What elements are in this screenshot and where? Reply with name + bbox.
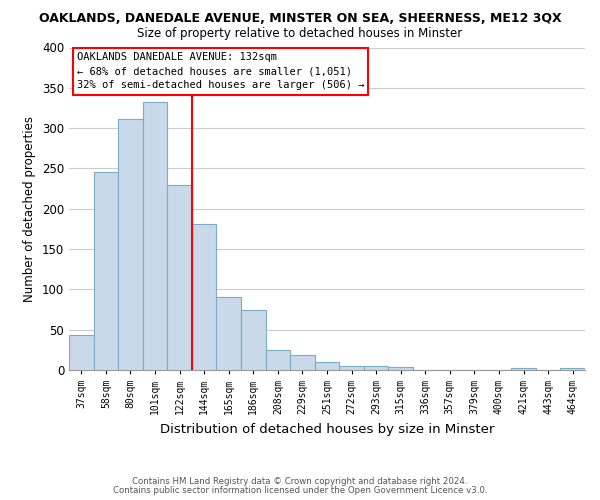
Text: Contains HM Land Registry data © Crown copyright and database right 2024.: Contains HM Land Registry data © Crown c…: [132, 477, 468, 486]
Bar: [241, 310, 266, 370]
Bar: [143, 102, 167, 370]
Bar: [118, 120, 143, 370]
Bar: [511, 368, 536, 370]
Bar: [217, 298, 241, 370]
Bar: [167, 186, 192, 370]
Bar: [560, 368, 585, 370]
Text: OAKLANDS DANEDALE AVENUE: 132sqm
← 68% of detached houses are smaller (1,051)
32: OAKLANDS DANEDALE AVENUE: 132sqm ← 68% o…: [77, 52, 364, 90]
Bar: [364, 366, 388, 370]
Text: Size of property relative to detached houses in Minster: Size of property relative to detached ho…: [137, 28, 463, 40]
Bar: [339, 366, 364, 370]
Bar: [315, 362, 339, 370]
Bar: [94, 172, 118, 370]
X-axis label: Distribution of detached houses by size in Minster: Distribution of detached houses by size …: [160, 422, 494, 436]
Text: Contains public sector information licensed under the Open Government Licence v3: Contains public sector information licen…: [113, 486, 487, 495]
Bar: [290, 356, 315, 370]
Bar: [69, 334, 94, 370]
Bar: [388, 367, 413, 370]
Y-axis label: Number of detached properties: Number of detached properties: [23, 116, 37, 302]
Bar: [192, 224, 217, 370]
Text: OAKLANDS, DANEDALE AVENUE, MINSTER ON SEA, SHEERNESS, ME12 3QX: OAKLANDS, DANEDALE AVENUE, MINSTER ON SE…: [38, 12, 562, 26]
Bar: [266, 350, 290, 370]
